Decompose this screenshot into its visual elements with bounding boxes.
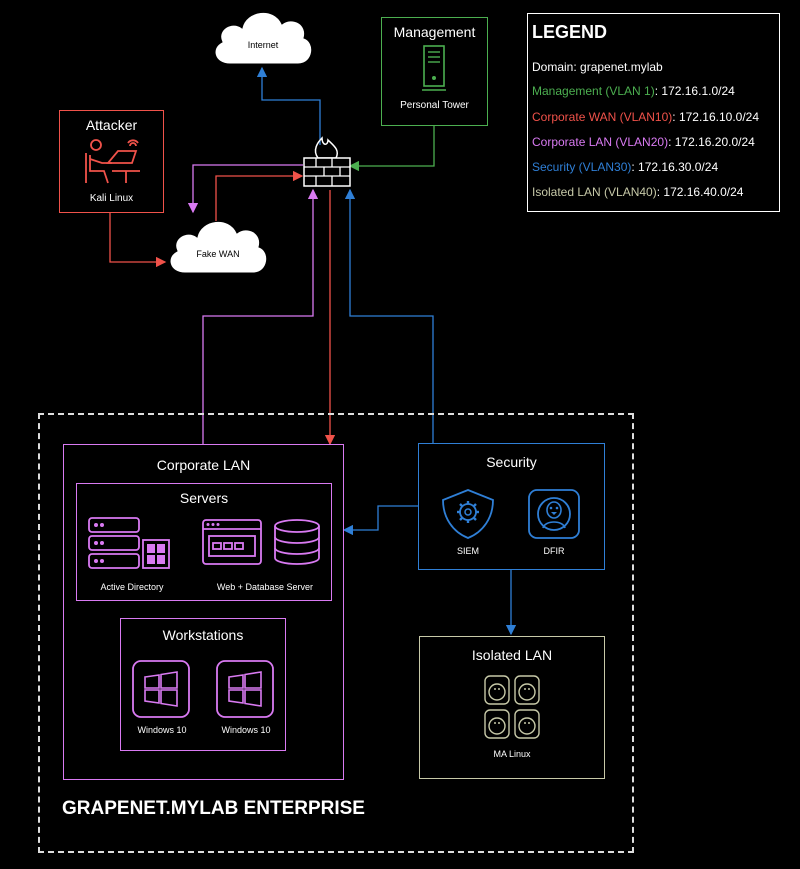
link-management-firewall	[348, 125, 435, 172]
dfir-item[interactable]: DFIR	[525, 488, 583, 564]
tower-pc-icon	[422, 45, 446, 91]
legend-row-corporate-lan: Corporate LAN (VLAN20): 172.16.20.0/24	[532, 135, 755, 149]
hacker-at-laptop-icon	[85, 139, 140, 184]
link-security-corplan	[342, 505, 418, 536]
web-database-label: Web + Database Server	[216, 582, 314, 592]
legend-row-isolated: Isolated LAN (VLAN40): 172.16.40.0/24	[532, 185, 743, 199]
workstations-title: Workstations	[162, 627, 244, 643]
link-firewall-internet	[256, 66, 321, 145]
legend-name: Corporate LAN (VLAN20)	[532, 135, 669, 149]
linux-penguin-icon[interactable]	[484, 675, 542, 741]
legend-title: LEGEND	[532, 22, 608, 42]
legend-row-management: Management (VLAN 1): 172.16.1.0/24	[532, 84, 735, 98]
cloud-icon	[214, 11, 313, 65]
web-database-icon[interactable]	[201, 518, 323, 568]
fake-wan-node[interactable]: Fake WAN	[163, 211, 273, 277]
attacker-label: Kali Linux	[89, 193, 134, 204]
workstation-item[interactable]: Windows 10	[129, 659, 195, 741]
legend-name: Management (VLAN 1)	[532, 84, 655, 98]
isolated-lan-label: MA Linux	[493, 749, 531, 759]
siem-label: SIEM	[456, 546, 479, 556]
workstation-label: Windows 10	[137, 725, 187, 735]
legend-subnet: : 172.16.20.0/24	[668, 135, 755, 149]
isolated-lan-title: Isolated LAN	[471, 647, 553, 663]
fake-wan-label: Fake WAN	[196, 249, 240, 259]
legend-subnet: : 172.16.30.0/24	[631, 160, 719, 174]
windows-icon	[216, 660, 274, 718]
legend-subnet: : 172.16.40.0/24	[656, 185, 744, 199]
attacker-node[interactable]: Attacker Kali Linux	[59, 110, 164, 213]
attacker-title: Attacker	[85, 117, 138, 133]
legend-row-corporate-wan: Corporate WAN (VLAN10): 172.16.10.0/24	[532, 110, 759, 124]
management-label: Personal Tower	[400, 100, 469, 111]
workstation-item[interactable]: Windows 10	[213, 659, 279, 741]
firewall-icon	[303, 136, 351, 187]
siem-item[interactable]: SIEM	[439, 488, 497, 564]
legend-subnet: : 172.16.1.0/24	[654, 84, 735, 98]
legend-domain: Domain: grapenet.mylab	[532, 60, 663, 74]
link-corplan-firewall	[202, 188, 319, 445]
link-firewall-fakewan-purple	[187, 164, 303, 214]
linux-penguin-icon	[528, 489, 580, 539]
management-title: Management	[393, 24, 476, 40]
workstations-group: Workstations Windows 10 Windows 10	[120, 618, 286, 751]
legend-subnet: : 172.16.10.0/24	[672, 110, 760, 124]
corporate-lan-group: Corporate LAN	[63, 444, 344, 780]
active-directory-label: Active Directory	[100, 582, 164, 592]
enterprise-title: GRAPENET.MYLAB ENTERPRISE	[62, 798, 365, 819]
management-node[interactable]: Management Personal Tower	[381, 17, 488, 126]
legend-name: Corporate WAN (VLAN10)	[532, 110, 673, 124]
servers-title: Servers	[179, 490, 229, 506]
shield-gear-icon	[442, 489, 494, 539]
cloud-icon	[169, 220, 268, 274]
server-windows-icon[interactable]	[87, 516, 173, 572]
link-fakewan-firewall-red	[215, 170, 304, 224]
link-security-firewall	[344, 188, 434, 443]
isolated-lan-group: Isolated LAN MA Linux	[419, 636, 605, 779]
internet-node[interactable]: Internet	[208, 4, 318, 68]
security-group: Security SIEM DFIR	[418, 443, 605, 570]
servers-group: Servers Active Directory	[76, 483, 332, 601]
windows-icon	[132, 660, 190, 718]
workstation-label: Windows 10	[221, 725, 271, 735]
internet-label: Internet	[247, 40, 279, 50]
legend: LEGEND Domain: grapenet.mylab Management…	[527, 13, 780, 212]
corporate-lan-title: Corporate LAN	[156, 457, 251, 473]
enterprise-boundary	[38, 413, 634, 853]
firewall-node[interactable]	[302, 136, 352, 190]
link-attacker-fakewan	[109, 213, 167, 268]
legend-name: Security (VLAN30)	[532, 160, 632, 174]
security-title: Security	[486, 454, 537, 470]
legend-name: Isolated LAN (VLAN40)	[532, 185, 657, 199]
dfir-label: DFIR	[543, 546, 565, 556]
legend-row-security: Security (VLAN30): 172.16.30.0/24	[532, 160, 718, 174]
